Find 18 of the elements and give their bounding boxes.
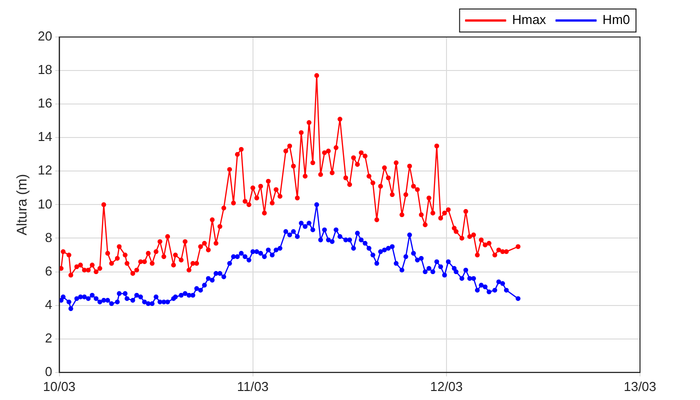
y-tick-label: 20 bbox=[38, 28, 52, 44]
x-tick-label: 11/03 bbox=[237, 378, 269, 394]
y-tick-label: 10 bbox=[38, 196, 52, 212]
y-tick-label: 14 bbox=[38, 129, 52, 144]
y-tick-label: 12 bbox=[38, 162, 52, 178]
y-tick-label: 8 bbox=[45, 230, 52, 245]
y-tick-label: 2 bbox=[45, 330, 52, 346]
y-axis-title: Altura (m) bbox=[13, 174, 30, 236]
y-tick-label: 16 bbox=[38, 96, 52, 111]
y-tick-label: 4 bbox=[45, 296, 52, 312]
legend-label: Hm0 bbox=[602, 12, 630, 28]
y-tick-label: 18 bbox=[38, 62, 52, 78]
y-tick-label: 0 bbox=[45, 364, 52, 379]
x-tick-label: 13/03 bbox=[624, 378, 656, 394]
y-tick-label: 6 bbox=[45, 263, 52, 278]
x-tick-label: 10/03 bbox=[42, 378, 76, 394]
legend-label: Hmax bbox=[512, 12, 547, 28]
x-tick-label: 12/03 bbox=[430, 378, 463, 394]
